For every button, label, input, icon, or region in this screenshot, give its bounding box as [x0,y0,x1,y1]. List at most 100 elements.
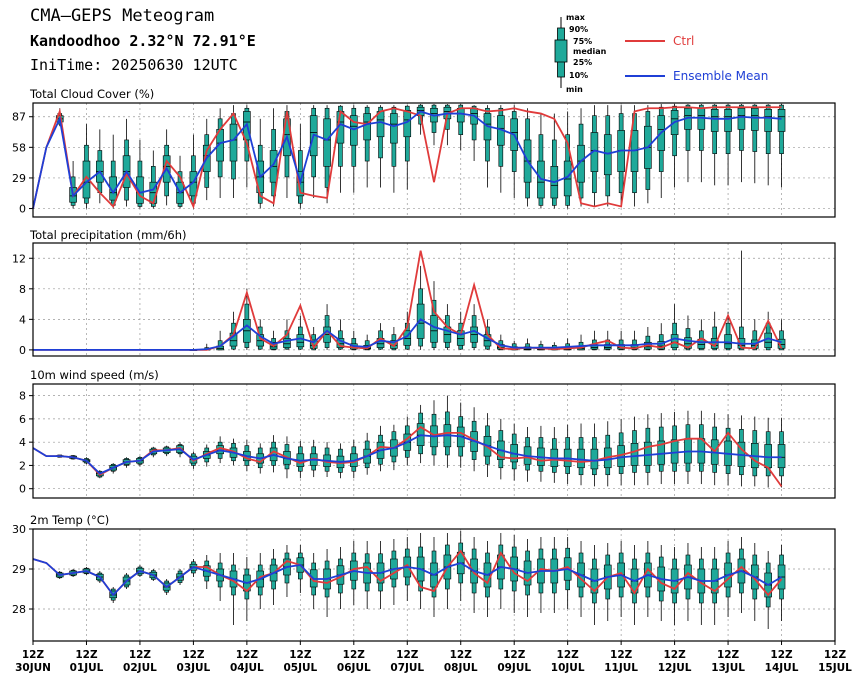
x-tick-label: 03JUL [177,662,211,674]
x-tick-label: 12Z [289,649,312,661]
box-inner [430,315,438,343]
x-tick-label: 01JUL [70,662,104,674]
box-inner [670,439,679,464]
y-tick-label: 30 [12,523,26,536]
x-tick-label: 10JUL [551,662,585,674]
box-inner [710,109,719,132]
box-inner [670,334,679,348]
x-tick-label: 07JUL [390,662,424,674]
y-tick-label: 29 [12,563,26,576]
x-tick-label: 12Z [450,649,473,661]
x-tick-label: 30JUN [15,662,51,674]
x-tick-label: 09JUL [497,662,531,674]
x-tick-label: 11JUL [604,662,638,674]
y-tick-label: 8 [19,283,26,296]
y-tick-label: 29 [12,172,26,185]
panel-frame-2 [32,383,836,499]
y-tick-label: 58 [12,141,26,154]
y-tick-label: 28 [12,603,26,616]
legend-box-inner [554,39,568,63]
x-tick-label: 12Z [75,649,98,661]
x-tick-label: 12Z [22,649,45,661]
box-inner [750,107,759,131]
x-tick-label: 02JUL [123,662,157,674]
x-tick-label: 12Z [182,649,205,661]
location-label: Kandoodhoo 2.32°N 72.91°E [30,32,256,50]
panel-frame-1 [32,242,836,357]
x-tick-label: 12Z [717,649,740,661]
box-inner [724,109,732,132]
panel-title-3: 2m Temp (°C) [30,513,109,527]
box-inner [456,107,465,123]
x-tick-label: 12JUL [658,662,692,674]
mean-line [32,558,782,597]
box-inner [349,115,358,146]
legend-box-label-1: 90% [569,25,588,34]
x-tick-label: 12Z [503,649,526,661]
panel-title-2: 10m wind speed (m/s) [30,368,159,382]
y-tick-label: 0 [19,483,26,496]
legend-box-label-3: median [573,47,607,56]
x-tick-label: 05JUL [283,662,317,674]
x-tick-label: 12Z [557,649,580,661]
box-inner [577,448,585,469]
mean-line [32,434,782,475]
y-tick-label: 0 [19,344,26,357]
panel-title-1: Total precipitation (mm/6h) [29,228,186,242]
panel-frame-3 [32,528,836,642]
y-tick-label: 4 [19,313,26,326]
legend-box-label-5: 10% [569,71,588,80]
x-tick-label: 14JUL [765,662,799,674]
x-tick-label: 12Z [396,649,419,661]
legend-box-label-6: min [566,85,583,94]
x-tick-label: 12Z [343,649,366,661]
box-inner [777,444,786,469]
y-tick-label: 87 [12,111,26,124]
box-inner [283,338,291,348]
legend-box-label-2: 75% [573,37,592,46]
box-inner [363,113,371,141]
box-inner [376,111,385,138]
y-tick-label: 0 [19,203,26,216]
page-title: CMA–GEPS Meteogram [30,6,215,26]
x-tick-label: 12Z [770,649,793,661]
legend-box-label-0: max [566,13,586,22]
box-inner [764,109,772,132]
panel-title-0: Total Cloud Cover (%) [29,87,154,101]
panel-frame-0 [32,102,836,218]
x-tick-label: 12Z [824,649,847,661]
ctrl-line [32,106,782,210]
x-tick-label: 13JUL [711,662,745,674]
box-inner [577,144,585,183]
y-tick-label: 2 [19,459,26,472]
box-inner [189,171,198,197]
mean-line [33,318,782,351]
x-tick-label: 12Z [663,649,686,661]
init-time-label: IniTime: 20250630 12UTC [30,56,238,74]
box-inner [229,123,238,162]
y-tick-label: 12 [12,252,26,265]
x-tick-label: 12Z [236,649,259,661]
box-inner [737,107,746,130]
legend-box-label-4: 25% [573,58,592,67]
mean-line [32,110,782,209]
box-inner [323,118,331,167]
box-inner [764,444,772,469]
y-tick-label: 4 [19,436,26,449]
x-tick-label: 06JUL [337,662,371,674]
box-inner [390,113,398,144]
box-inner [630,443,639,466]
x-tick-label: 15JUL [818,662,852,674]
legend-mean-label: Ensemble Mean [673,69,768,83]
y-tick-label: 8 [19,390,26,403]
legend-ctrl-label: Ctrl [673,34,694,48]
x-tick-label: 12Z [129,649,152,661]
x-tick-label: 08JUL [444,662,478,674]
box-inner [590,448,599,470]
x-tick-label: 12Z [610,649,633,661]
box-inner [603,134,612,176]
box-inner [777,109,786,132]
box-inner [296,334,305,348]
x-tick-label: 04JUL [230,662,264,674]
